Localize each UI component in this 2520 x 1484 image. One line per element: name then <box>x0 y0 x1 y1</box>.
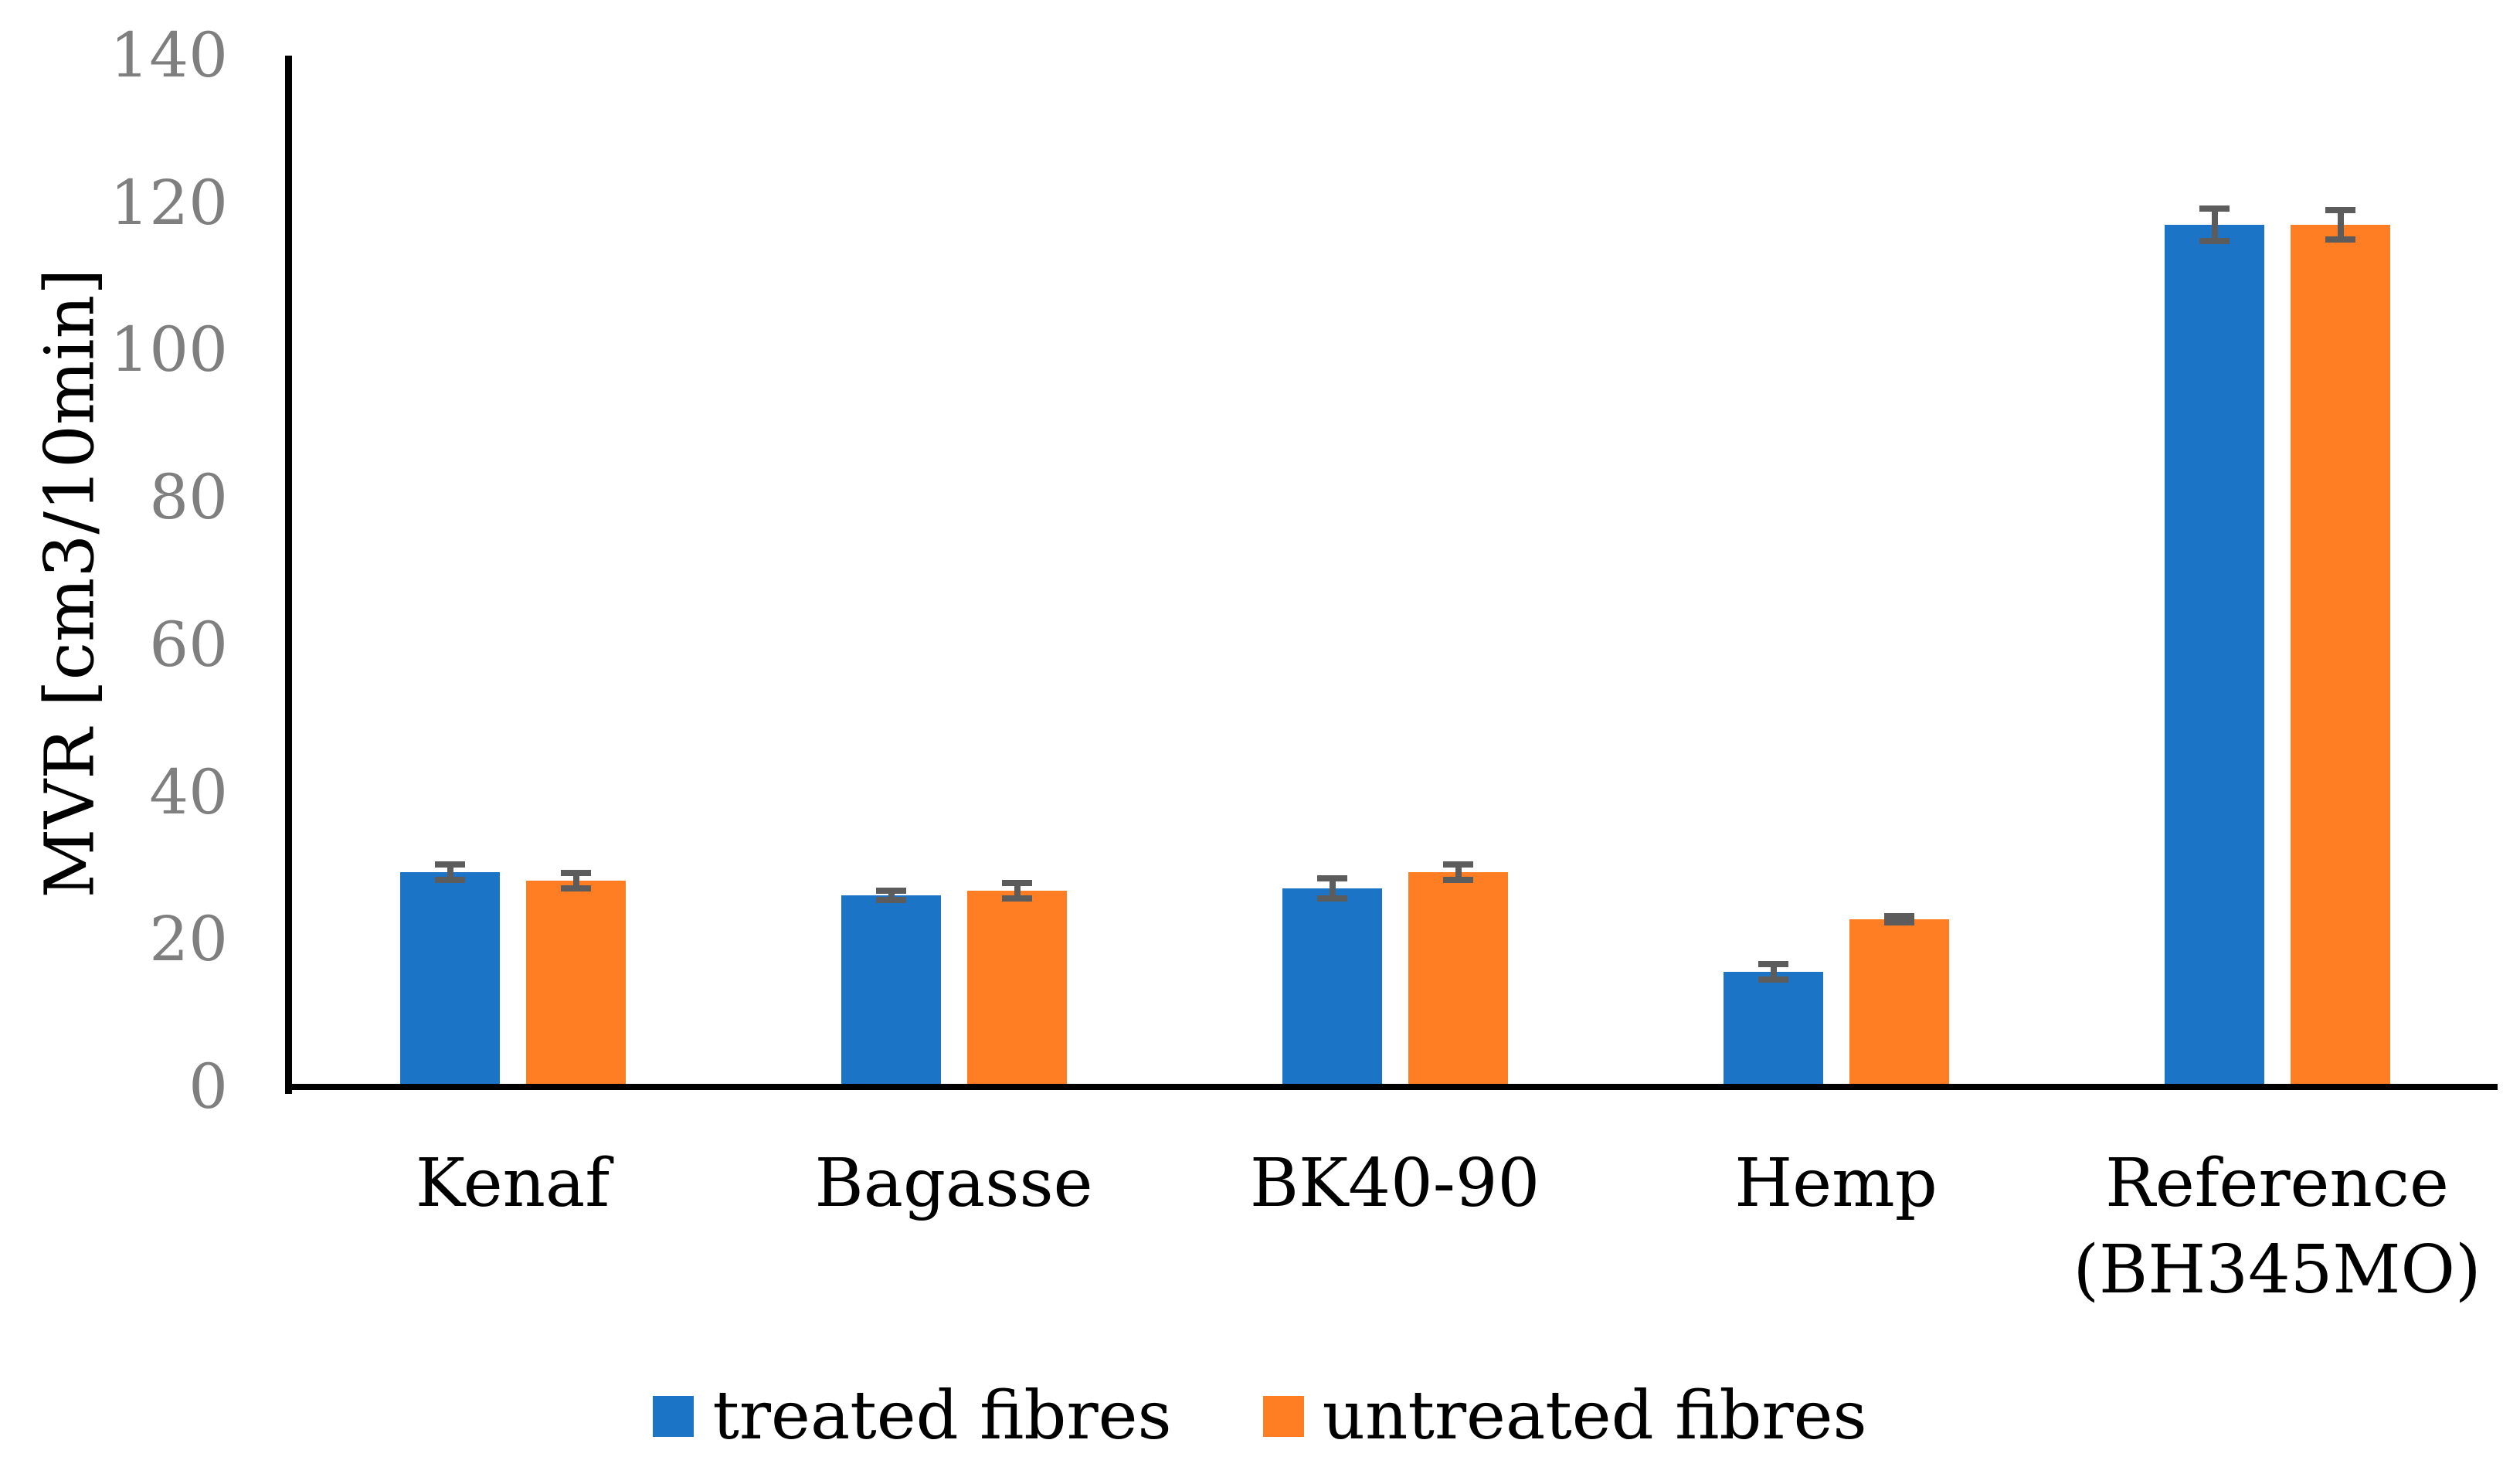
legend: treated fibres untreated fibres <box>0 1366 2520 1466</box>
error-bar-cap-top-treated-bagasse <box>876 888 906 894</box>
error-bar-cap-top-treated-reference <box>2199 205 2230 212</box>
y-tick-label-0: 0 <box>188 1051 228 1122</box>
error-bar-cap-top-treated-bk40-90 <box>1317 875 1347 881</box>
error-bar-cap-bottom-untreated-bagasse <box>1002 895 1032 902</box>
bar-untreated-reference <box>2291 225 2390 1088</box>
category-label-reference: Reference (BH345MO) <box>2073 1145 2481 1309</box>
error-bar-whisker-treated-bagasse <box>888 891 895 900</box>
error-bar-whisker-untreated-kenaf <box>573 873 579 888</box>
legend-item-untreated: untreated fibres <box>1262 1377 1867 1455</box>
error-bar-cap-top-treated-hemp <box>1758 961 1788 967</box>
category-label-kenaf: Kenaf <box>415 1145 610 1222</box>
legend-label-untreated: untreated fibres <box>1322 1377 1867 1455</box>
error-bar-whisker-treated-kenaf <box>447 864 453 880</box>
bar-untreated-bk40-90 <box>1408 872 1508 1088</box>
error-bar-whisker-untreated-bagasse <box>1014 883 1021 898</box>
bar-untreated-kenaf <box>526 881 626 1088</box>
legend-swatch-untreated <box>1262 1395 1304 1437</box>
error-bar-cap-top-untreated-reference <box>2325 207 2355 213</box>
bar-treated-hemp <box>1724 972 1823 1088</box>
category-label-bk40-90: BK40-90 <box>1249 1145 1540 1222</box>
y-tick-label-20: 20 <box>149 903 228 975</box>
bar-untreated-bagasse <box>967 891 1067 1088</box>
legend-item-treated: treated fibres <box>653 1377 1172 1455</box>
error-bar-whisker-treated-bk40-90 <box>1330 878 1336 898</box>
error-bar-cap-bottom-treated-reference <box>2199 238 2230 244</box>
y-tick-label-100: 100 <box>110 314 228 385</box>
bar-treated-bk40-90 <box>1282 888 1382 1088</box>
error-bar-whisker-treated-reference <box>2212 209 2218 241</box>
error-bar-cap-bottom-treated-hemp <box>1758 976 1788 983</box>
y-tick-label-40: 40 <box>149 756 228 828</box>
y-tick-label-60: 60 <box>149 609 228 681</box>
y-tick-label-140: 140 <box>110 19 228 91</box>
y-tick-label-80: 80 <box>149 461 228 533</box>
category-label-hemp: Hemp <box>1734 1145 1938 1222</box>
error-bar-whisker-untreated-bk40-90 <box>1455 864 1462 880</box>
error-bar-cap-bottom-treated-bk40-90 <box>1317 895 1347 902</box>
error-bar-whisker-treated-hemp <box>1771 964 1777 980</box>
error-bar-cap-bottom-untreated-bk40-90 <box>1443 877 1473 883</box>
error-bar-cap-bottom-treated-bagasse <box>876 897 906 903</box>
error-bar-cap-bottom-treated-kenaf <box>435 877 465 883</box>
legend-swatch-treated <box>653 1395 695 1437</box>
error-bar-cap-top-untreated-bagasse <box>1002 880 1032 886</box>
error-bar-cap-top-treated-kenaf <box>435 861 465 868</box>
error-bar-whisker-untreated-reference <box>2338 210 2344 239</box>
bar-treated-kenaf <box>400 872 500 1088</box>
error-bar-cap-bottom-untreated-reference <box>2325 236 2355 243</box>
y-axis-line <box>285 56 292 1094</box>
error-bar-cap-top-untreated-bk40-90 <box>1443 861 1473 868</box>
category-label-bagasse: Bagasse <box>814 1145 1093 1222</box>
bar-untreated-hemp <box>1849 919 1949 1088</box>
error-bar-cap-top-untreated-kenaf <box>561 870 591 876</box>
y-tick-label-120: 120 <box>110 167 228 239</box>
error-bar-cap-top-untreated-hemp <box>1884 913 1914 919</box>
error-bar-cap-bottom-untreated-hemp <box>1884 919 1914 925</box>
legend-label-treated: treated fibres <box>712 1377 1172 1455</box>
bar-treated-reference <box>2165 225 2264 1088</box>
x-axis-line <box>285 1084 2498 1090</box>
bar-treated-bagasse <box>841 895 941 1088</box>
error-bar-cap-bottom-untreated-kenaf <box>561 885 591 891</box>
